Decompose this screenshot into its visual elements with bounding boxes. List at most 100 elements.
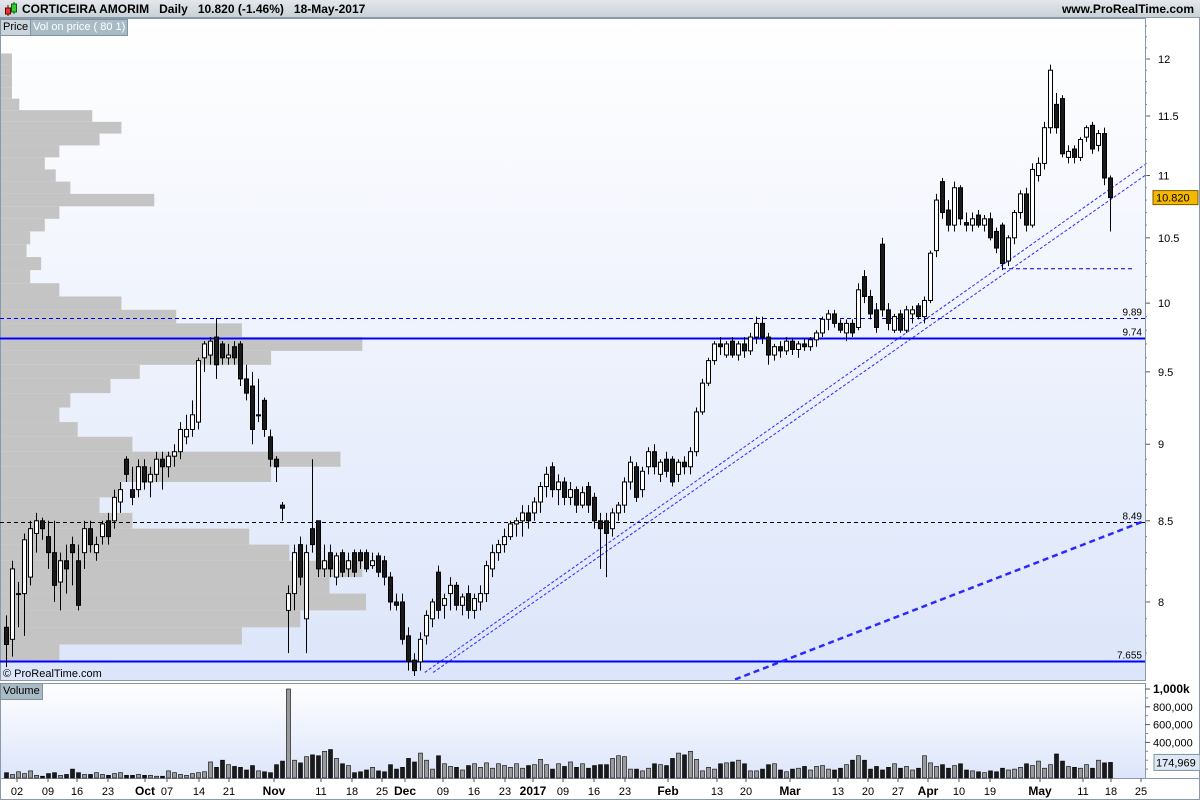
candle-down: [574, 489, 579, 506]
candle-down: [262, 399, 267, 430]
volume-bar: [910, 769, 915, 779]
candle-down: [790, 340, 795, 350]
volume-bar: [892, 763, 897, 779]
volume-bar: [130, 775, 135, 779]
volume-bar: [1012, 768, 1017, 779]
candle-up: [706, 360, 711, 384]
volume-bar: [532, 764, 537, 779]
candle-up: [304, 552, 309, 620]
candle-up: [922, 299, 927, 318]
price-tick-label: 10: [1158, 298, 1170, 310]
tab-vol-on-price[interactable]: Vol on price ( 80 1): [30, 19, 129, 36]
volume-profile-bar: [1, 627, 242, 645]
candle-up: [556, 481, 561, 491]
candle-up: [112, 496, 117, 522]
candle-down: [310, 528, 315, 546]
site-link[interactable]: www.ProRealTime.com: [1061, 2, 1194, 16]
volume-bar: [736, 759, 741, 779]
volume-bar: [760, 768, 765, 779]
price-plot: [0, 53, 1145, 680]
volume-bar: [1060, 760, 1065, 779]
volume-profile-bar: [1, 64, 12, 76]
volume-bar: [850, 759, 855, 779]
candle-up: [952, 187, 957, 226]
candle-up: [544, 473, 549, 488]
volume-bar: [136, 774, 141, 779]
volume-profile-bar: [1, 133, 100, 146]
candle-up: [934, 199, 939, 252]
volume-bar: [106, 775, 111, 779]
candle-down: [394, 601, 399, 606]
volume-bar: [634, 768, 639, 779]
volume-bar: [112, 773, 117, 779]
volume-bar: [1108, 762, 1113, 779]
volume-bar: [772, 763, 777, 779]
date-tick-label: 10: [953, 786, 965, 798]
period: Daily: [159, 2, 188, 16]
volume-bar: [844, 764, 849, 779]
volume-profile-bar: [1, 644, 60, 662]
candle-down: [562, 481, 567, 498]
volume-bar: [1006, 769, 1011, 779]
candle-up: [736, 343, 741, 356]
volume-profile-bar: [1, 393, 71, 408]
candle-up: [334, 555, 339, 578]
volume-profile-bar: [1, 544, 290, 561]
candle-up: [28, 528, 33, 578]
volume-bar: [340, 763, 345, 779]
volume-profile-bar: [1, 53, 12, 65]
tab-volume[interactable]: Volume: [0, 683, 43, 700]
horizontal-line-label: 8.49: [1123, 512, 1143, 523]
price-tick-label: 11.5: [1158, 111, 1179, 123]
candle-down: [46, 536, 51, 554]
volume-bar: [490, 767, 495, 779]
volume-bar: [394, 768, 399, 779]
candle-up: [166, 455, 171, 468]
volume-bar: [142, 775, 147, 779]
horizontal-line-label: 7.655: [1117, 651, 1142, 662]
candle-up: [676, 461, 681, 475]
volume-bar: [616, 755, 621, 779]
date-tick-label: 07: [161, 786, 173, 798]
date-tick-label: 27: [892, 786, 904, 798]
candle-up: [154, 458, 159, 475]
candle-up: [34, 520, 39, 534]
volume-bar: [520, 767, 525, 779]
volume-bar: [562, 766, 567, 779]
volume-bar: [622, 756, 627, 779]
volume-bar: [238, 767, 243, 779]
candle-up: [784, 340, 789, 352]
volume-profile-bar: [1, 309, 177, 324]
volume-bar: [466, 765, 471, 779]
volume-bar: [628, 768, 633, 779]
volume-bar: [784, 771, 789, 779]
candle-up: [688, 451, 693, 468]
volume-bar: [226, 764, 231, 779]
volume-bar: [1054, 753, 1059, 779]
volume-profile-bar: [1, 436, 133, 452]
volume-bar: [928, 762, 933, 779]
candle-down: [244, 378, 249, 394]
volume-bar: [1030, 765, 1035, 779]
volume-bar: [688, 750, 693, 779]
candle-down: [40, 520, 45, 530]
candle-up: [808, 339, 813, 348]
candle-down: [988, 218, 993, 239]
volume-bar: [658, 764, 663, 779]
candle-up: [196, 360, 201, 423]
candle-up: [208, 340, 213, 356]
candle-up: [430, 601, 435, 620]
price-tick-label: 8: [1158, 597, 1164, 609]
volume-bar: [160, 775, 165, 779]
volume-bar: [166, 770, 171, 779]
candle-up: [1066, 150, 1071, 158]
volume-bar: [328, 749, 333, 779]
candle-down: [682, 461, 687, 468]
date-tick-label: 23: [499, 786, 511, 798]
volume-bar: [994, 771, 999, 779]
volume-profile-bar: [1, 181, 71, 194]
tab-price[interactable]: Price: [0, 19, 32, 36]
volume-bar: [646, 767, 651, 779]
horizontal-line-label: 9.74: [1123, 328, 1143, 339]
volume-bar: [454, 767, 459, 779]
